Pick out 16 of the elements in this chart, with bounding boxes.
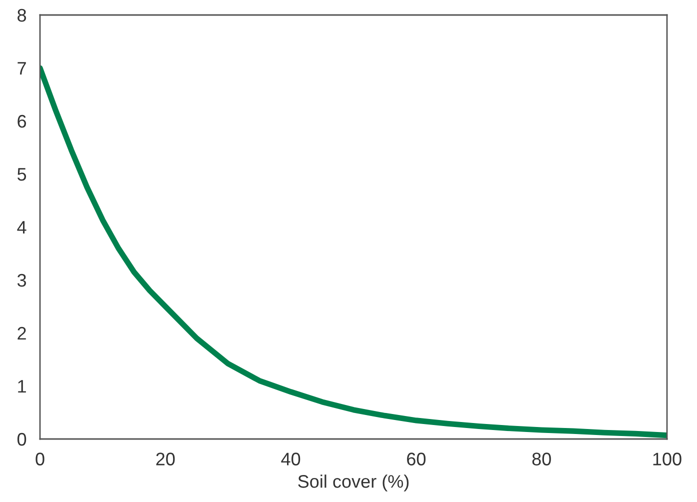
y-tick-label: 4 [17,221,26,234]
x-tick-label: 100 [653,452,682,466]
y-tick-label: 5 [17,168,26,181]
x-axis-title: Soil cover (%) [298,474,409,492]
x-tick-label: 40 [281,452,300,466]
x-tick-label: 60 [407,452,426,466]
y-tick-label: 7 [18,62,26,75]
y-tick-label: 8 [18,8,26,22]
y-tick-label: 2 [18,326,26,340]
x-tick-label: 80 [532,452,551,466]
x-tick-label: 20 [156,452,175,466]
y-tick-label: 6 [18,114,26,128]
y-tick-label: 1 [18,380,26,393]
y-tick-label: 0 [17,432,26,446]
y-tick-label: 3 [17,274,26,287]
x-tick-label: 0 [36,452,44,466]
